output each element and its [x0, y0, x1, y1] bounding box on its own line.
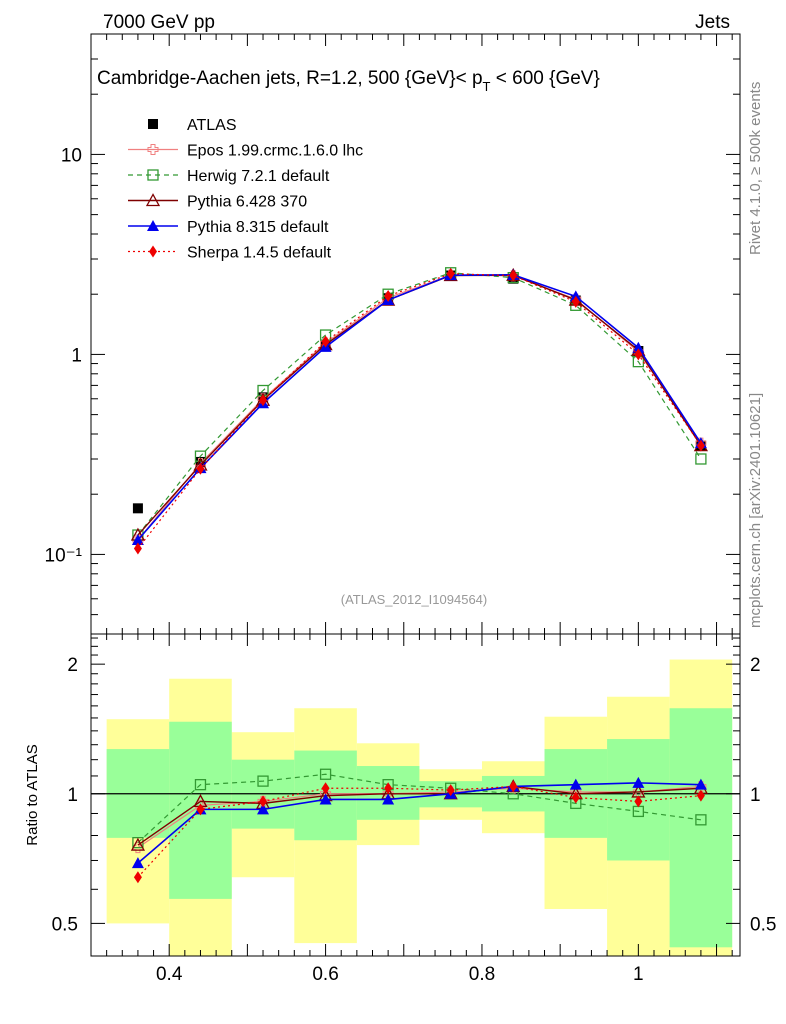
ratio-point-sherpa	[634, 795, 643, 808]
ratio-point-pythia8	[382, 793, 395, 805]
ratio-point-pythia8	[632, 776, 645, 788]
axis-ticks	[90, 33, 740, 956]
series-line-epos	[137, 274, 702, 541]
point-sherpa	[571, 295, 580, 308]
ratio-point-herwig	[132, 837, 144, 849]
ratio-point-sherpa	[133, 871, 142, 884]
ratio-point-pythia8	[257, 803, 270, 815]
plot-title: Cambridge-Aachen jets, R=1.2, 500 {GeV}<…	[97, 68, 600, 94]
rivet-version: Rivet 4.1.0, ≥ 500k events	[747, 82, 764, 255]
ratio-point-herwig	[319, 768, 332, 780]
point-atlas	[195, 456, 206, 467]
legend-marker-pythia6	[145, 193, 161, 207]
point-pythia8	[569, 290, 582, 302]
ratio-point-sherpa	[321, 782, 330, 795]
ratio-point-sherpa	[509, 780, 518, 793]
ratio-point-pythia6	[130, 837, 146, 851]
band-inner	[669, 708, 733, 948]
point-pythia8	[131, 534, 144, 546]
ratio-bands	[91, 659, 740, 956]
ratio-y-tick-label: 1	[67, 785, 78, 806]
ratio-panel-frame	[90, 633, 741, 957]
point-sherpa	[634, 348, 643, 361]
ratio-point-pythia8	[131, 857, 144, 869]
x-tick-label: 0.4	[156, 964, 183, 985]
legend-marker-herwig	[147, 169, 159, 181]
point-atlas	[132, 503, 143, 514]
point-sherpa	[509, 269, 518, 282]
ratio-point-sherpa	[384, 782, 393, 795]
ratio-point-herwig	[194, 779, 207, 791]
point-sherpa	[133, 542, 142, 555]
legend-marker-epos	[147, 144, 159, 155]
analysis-id: (ATLAS_2012_I1094564)	[341, 592, 487, 607]
process-label: Jets	[695, 12, 730, 33]
legend-label-pythia6: Pythia 6.428 370	[187, 194, 307, 211]
ratio-y-tick-label-right: 2	[750, 655, 761, 676]
x-tick-label: 0.8	[469, 964, 495, 985]
x-tick-label: 0.6	[312, 964, 338, 985]
y-tick-label: 1	[71, 345, 82, 366]
ratio-point-sherpa	[259, 795, 268, 808]
ratio-line-pythia6	[137, 785, 701, 846]
x-tick-label: 1	[633, 964, 644, 985]
point-sherpa	[696, 439, 705, 452]
series-line-sherpa	[137, 273, 702, 549]
ratio-point-herwig	[257, 775, 269, 787]
ratio-point-sherpa	[446, 784, 455, 797]
legend-marker-atlas	[148, 119, 158, 129]
legend-label-atlas: ATLAS	[187, 117, 237, 134]
ratio-y-tick-label-right: 0.5	[750, 914, 776, 935]
point-sherpa	[384, 289, 393, 302]
legend-label-herwig: Herwig 7.2.1 default	[187, 168, 330, 185]
point-sherpa	[446, 267, 455, 280]
ratio-y-tick-label: 2	[67, 655, 78, 676]
point-pythia8	[632, 341, 645, 353]
series-line-pythia6	[137, 274, 702, 536]
series-line-pythia8	[137, 274, 702, 541]
legend-marker-pythia8	[147, 220, 159, 231]
legend-label-sherpa: Sherpa 1.4.5 default	[187, 245, 332, 262]
point-sherpa	[321, 335, 330, 348]
point-sherpa	[196, 462, 205, 475]
ratio-point-sherpa	[696, 789, 705, 802]
mcplots-credit: mcplots.cern.ch [arXiv:2401.10621]	[747, 393, 764, 628]
ratio-ylabel: Ratio to ATLAS	[24, 744, 41, 845]
ratio-point-sherpa	[571, 791, 580, 804]
ratio-point-pythia8	[319, 793, 332, 805]
ratio-line-pythia8	[137, 782, 701, 864]
legend: ATLAS Epos 1.99.crmc.1.6.0 lhc Herwig 7.2.…	[128, 117, 363, 262]
ratio-series	[130, 768, 708, 884]
legend-label-pythia8: Pythia 8.315 default	[187, 219, 329, 236]
ratio-point-herwig	[695, 814, 707, 826]
ratio-point-pythia8	[694, 778, 707, 790]
legend-marker-sherpa	[149, 245, 157, 258]
ratio-line-sherpa	[137, 785, 701, 878]
ratio-point-sherpa	[196, 803, 205, 816]
y-tick-label: 10⁻¹	[45, 545, 83, 566]
ratio-y-tick-label: 0.5	[52, 914, 78, 935]
point-herwig	[695, 453, 707, 465]
point-sherpa	[259, 394, 268, 407]
legend-label-epos: Epos 1.99.crmc.1.6.0 lhc	[187, 143, 363, 160]
y-tick-label: 10	[61, 145, 82, 166]
ratio-line-epos	[137, 785, 701, 849]
main-series	[130, 267, 708, 555]
point-herwig	[194, 450, 207, 462]
series-line-herwig	[137, 272, 702, 536]
tick-labels: 0.4 0.6 0.8 1 10⁻¹ 1 10 0.5 0.5 1 1 2 2	[45, 145, 777, 985]
ratio-point-pythia8	[569, 778, 582, 790]
collision-label: 7000 GeV pp	[103, 12, 215, 33]
ratio-y-tick-label-right: 1	[750, 785, 761, 806]
